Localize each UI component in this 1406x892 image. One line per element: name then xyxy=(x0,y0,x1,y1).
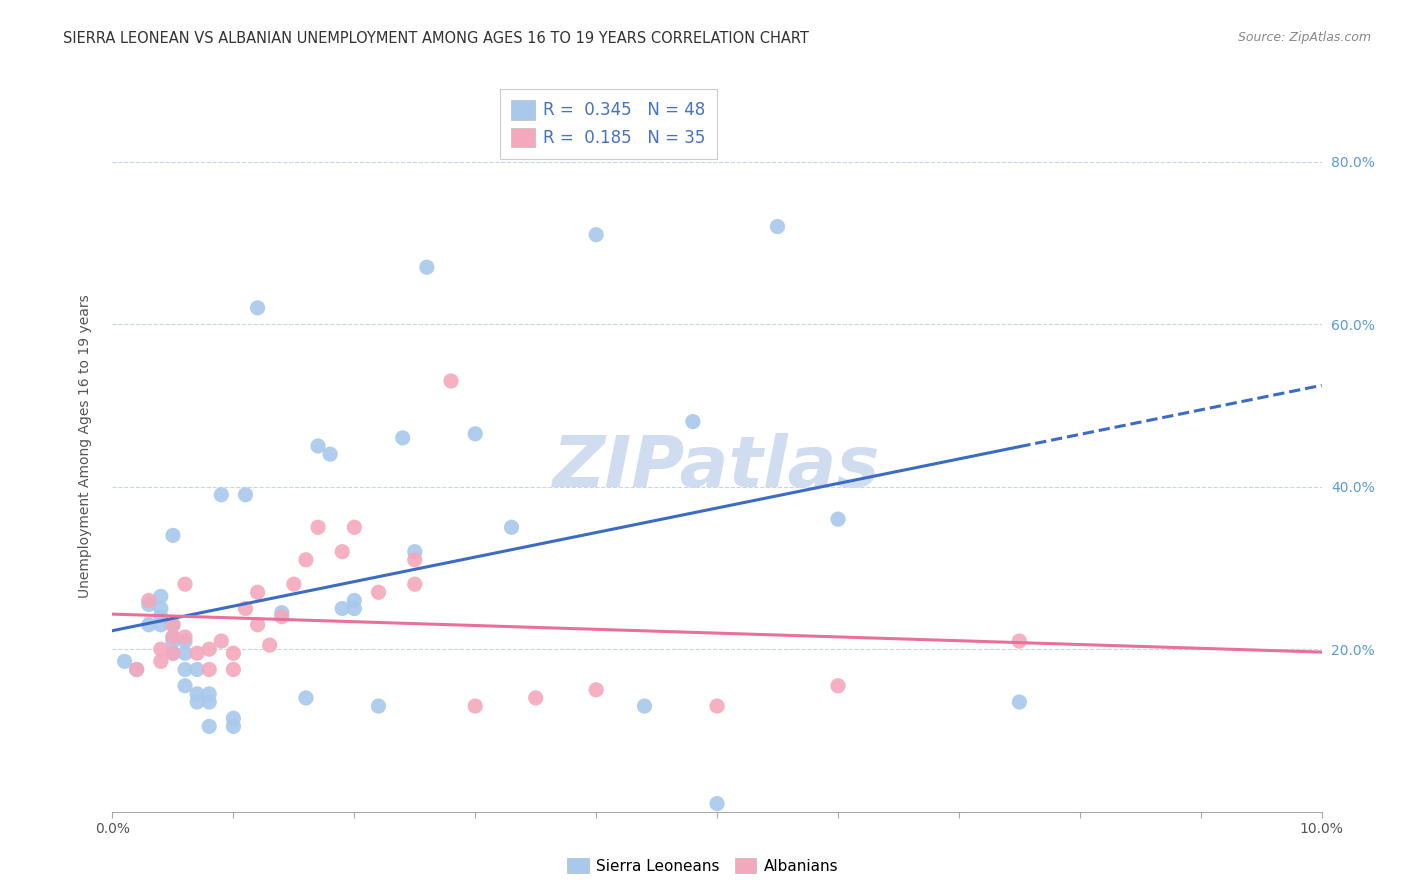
Point xyxy=(209,488,232,502)
Point xyxy=(404,544,426,558)
Point xyxy=(585,227,607,242)
Point xyxy=(440,374,463,388)
Legend: Sierra Leoneans, Albanians: Sierra Leoneans, Albanians xyxy=(561,852,845,880)
Point xyxy=(162,617,184,632)
Point xyxy=(222,711,245,725)
Point xyxy=(198,687,221,701)
Point xyxy=(198,663,221,677)
Text: Source: ZipAtlas.com: Source: ZipAtlas.com xyxy=(1237,31,1371,45)
Point xyxy=(464,426,486,441)
Legend: R =  0.345   N = 48, R =  0.185   N = 35: R = 0.345 N = 48, R = 0.185 N = 35 xyxy=(499,88,717,159)
Point xyxy=(295,553,318,567)
Point xyxy=(149,654,172,668)
Point xyxy=(404,553,426,567)
Point xyxy=(138,598,160,612)
Point xyxy=(222,719,245,733)
Point xyxy=(270,609,292,624)
Point xyxy=(162,528,184,542)
Point xyxy=(198,719,221,733)
Point xyxy=(209,634,232,648)
Point xyxy=(235,601,257,615)
Point xyxy=(1008,634,1031,648)
Point xyxy=(198,642,221,657)
Point xyxy=(283,577,305,591)
Point xyxy=(162,646,184,660)
Point xyxy=(585,682,607,697)
Point xyxy=(367,699,389,714)
Point xyxy=(222,663,245,677)
Point xyxy=(330,601,353,615)
Point xyxy=(149,617,172,632)
Point xyxy=(501,520,523,534)
Point xyxy=(186,663,208,677)
Point xyxy=(174,630,197,644)
Point xyxy=(706,797,728,811)
Point xyxy=(186,687,208,701)
Point xyxy=(295,690,318,705)
Point xyxy=(125,663,148,677)
Y-axis label: Unemployment Among Ages 16 to 19 years: Unemployment Among Ages 16 to 19 years xyxy=(77,294,91,598)
Point xyxy=(174,679,197,693)
Point xyxy=(307,520,329,534)
Point xyxy=(138,593,160,607)
Point xyxy=(235,488,257,502)
Point xyxy=(162,646,184,660)
Point xyxy=(138,617,160,632)
Point xyxy=(416,260,439,275)
Point xyxy=(766,219,789,234)
Point xyxy=(524,690,547,705)
Point xyxy=(125,663,148,677)
Point xyxy=(246,585,269,599)
Point xyxy=(343,520,366,534)
Point xyxy=(162,634,184,648)
Point xyxy=(633,699,655,714)
Point xyxy=(174,634,197,648)
Point xyxy=(198,695,221,709)
Point xyxy=(827,679,849,693)
Point xyxy=(1008,695,1031,709)
Point xyxy=(270,606,292,620)
Point xyxy=(162,617,184,632)
Point xyxy=(343,601,366,615)
Point xyxy=(149,609,172,624)
Point xyxy=(186,646,208,660)
Point xyxy=(174,663,197,677)
Point xyxy=(706,699,728,714)
Text: SIERRA LEONEAN VS ALBANIAN UNEMPLOYMENT AMONG AGES 16 TO 19 YEARS CORRELATION CH: SIERRA LEONEAN VS ALBANIAN UNEMPLOYMENT … xyxy=(63,31,808,46)
Point xyxy=(149,642,172,657)
Point xyxy=(149,601,172,615)
Point xyxy=(827,512,849,526)
Point xyxy=(174,646,197,660)
Point xyxy=(307,439,329,453)
Point xyxy=(222,646,245,660)
Point xyxy=(246,301,269,315)
Point xyxy=(391,431,413,445)
Point xyxy=(246,617,269,632)
Point xyxy=(162,630,184,644)
Point xyxy=(149,590,172,604)
Point xyxy=(186,695,208,709)
Text: ZIPatlas: ZIPatlas xyxy=(554,434,880,502)
Point xyxy=(682,415,704,429)
Point xyxy=(114,654,136,668)
Point xyxy=(162,630,184,644)
Point xyxy=(367,585,389,599)
Point xyxy=(174,577,197,591)
Point xyxy=(343,593,366,607)
Point xyxy=(319,447,342,461)
Point xyxy=(404,577,426,591)
Point xyxy=(330,544,353,558)
Point xyxy=(259,638,281,652)
Point xyxy=(464,699,486,714)
